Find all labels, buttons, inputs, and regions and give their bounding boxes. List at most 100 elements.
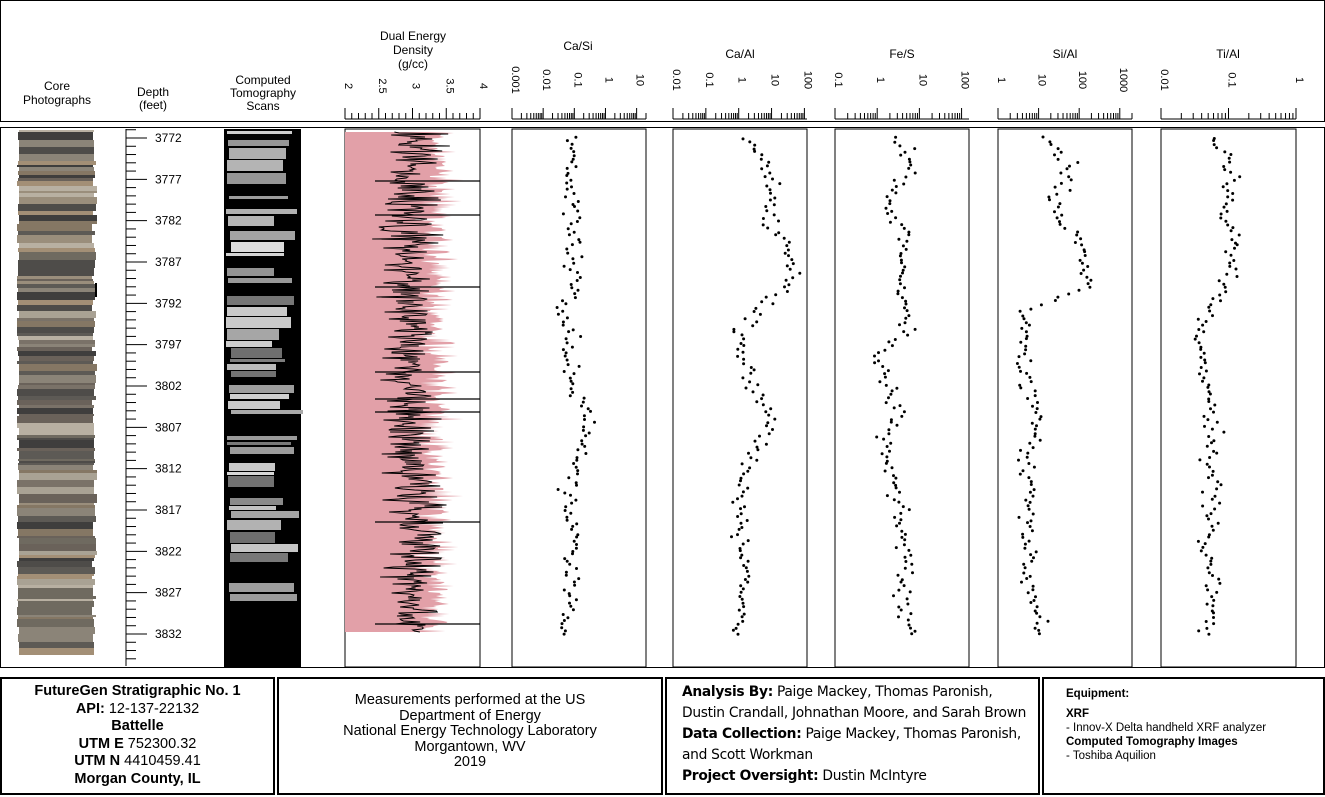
xrf-data-point bbox=[1203, 358, 1207, 362]
xrf-data-point bbox=[751, 390, 755, 394]
xrf-data-point bbox=[565, 166, 569, 170]
xrf-data-point bbox=[573, 583, 577, 587]
xrf-data-point bbox=[564, 573, 568, 577]
xrf-data-point bbox=[773, 196, 777, 200]
xrf-data-point bbox=[741, 587, 745, 591]
xrf-data-point bbox=[739, 476, 743, 480]
xrf-data-point bbox=[1211, 604, 1215, 608]
xrf-data-point bbox=[909, 626, 912, 630]
xrf-data-point bbox=[896, 573, 900, 577]
core-photo-band bbox=[19, 130, 94, 132]
xrf-data-point bbox=[1029, 519, 1033, 523]
core-photo-band bbox=[19, 440, 94, 448]
xrf-data-point bbox=[1195, 334, 1198, 338]
xrf-data-point bbox=[561, 348, 565, 352]
ct-scans-column bbox=[224, 129, 303, 667]
xrf-data-point bbox=[760, 397, 764, 401]
xrf-data-point bbox=[1234, 267, 1238, 271]
xrf-tick-label: 0.1 bbox=[832, 72, 844, 87]
core-photo-band bbox=[17, 576, 92, 579]
core-photos-column bbox=[17, 130, 97, 655]
xrf-data-point bbox=[898, 521, 901, 525]
xrf-data-point bbox=[880, 452, 884, 456]
xrf-data-point bbox=[749, 366, 753, 369]
xrf-data-point bbox=[574, 135, 578, 139]
xrf-data-point bbox=[1026, 504, 1030, 508]
xrf-data-point bbox=[574, 498, 578, 502]
xrf-data-point bbox=[1038, 438, 1042, 442]
xrf-data-point bbox=[1028, 500, 1032, 504]
xrf-data-point bbox=[1228, 264, 1232, 268]
core-photo-band bbox=[17, 508, 95, 516]
xrf-data-point bbox=[1193, 337, 1197, 341]
core-photo-band bbox=[18, 178, 93, 181]
xrf-data-point bbox=[889, 420, 893, 424]
core-photo-band bbox=[19, 243, 94, 248]
ct-slice bbox=[227, 268, 274, 276]
core-photo-band bbox=[18, 615, 96, 617]
xrf-data-point bbox=[1026, 451, 1030, 455]
ct-slice bbox=[227, 131, 292, 134]
xrf-data-point bbox=[1017, 355, 1021, 359]
xrf-data-point bbox=[1205, 444, 1209, 448]
xrf-data-point bbox=[1018, 309, 1022, 313]
xrf-data-point bbox=[1203, 542, 1207, 546]
xrf-data-point bbox=[1207, 632, 1211, 636]
core-photo-band bbox=[18, 396, 96, 400]
core-photo-band bbox=[18, 248, 95, 252]
xrf-data-point bbox=[566, 363, 570, 367]
xrf-tick-label: 0.1 bbox=[1226, 72, 1238, 87]
xrf-data-point bbox=[576, 200, 580, 203]
xrf-data-point bbox=[575, 567, 578, 570]
xrf-data-point bbox=[739, 507, 742, 511]
core-photo-band bbox=[17, 408, 93, 414]
xrf-value: - Innov-X Delta handheld XRF analyzer bbox=[1066, 722, 1267, 734]
depth-tick-label: 3817 bbox=[155, 503, 182, 517]
xrf-data-point bbox=[902, 584, 906, 588]
xrf-data-point bbox=[1210, 473, 1214, 477]
core-photo-band bbox=[17, 305, 92, 311]
xrf-data-point bbox=[899, 518, 903, 522]
xrf-data-point bbox=[571, 524, 575, 528]
xrf-data-point bbox=[908, 160, 912, 164]
xrf-data-point bbox=[1036, 401, 1039, 404]
xrf-data-point bbox=[907, 548, 911, 552]
xrf-data-point bbox=[1088, 285, 1092, 289]
xrf-data-point bbox=[878, 380, 882, 384]
xrf-data-point bbox=[1029, 480, 1033, 484]
oversight-value: Dustin McIntyre bbox=[818, 768, 927, 784]
xrf-data-point bbox=[904, 247, 908, 251]
xrf-data-point bbox=[572, 462, 576, 465]
core-photo-band bbox=[18, 601, 94, 607]
xrf-tick-label: 1 bbox=[1293, 77, 1305, 83]
xrf-data-point bbox=[1025, 334, 1029, 338]
xrf-tick-label: 100 bbox=[1076, 71, 1088, 89]
xrf-data-point bbox=[574, 598, 578, 602]
depth-tick-label: 3822 bbox=[155, 544, 182, 558]
core-photo-band bbox=[17, 607, 92, 615]
xrf-data-point bbox=[753, 439, 757, 443]
xrf-data-point bbox=[1079, 237, 1083, 241]
core-photo-band bbox=[17, 480, 94, 487]
xrf-data-point bbox=[897, 615, 900, 619]
xrf-data-point bbox=[748, 140, 752, 144]
xrf-data-point bbox=[884, 383, 888, 387]
ct-slice bbox=[230, 231, 295, 240]
xrf-track-frame bbox=[997, 128, 1133, 668]
ct-slice bbox=[230, 447, 294, 454]
xrf-data-point bbox=[1226, 223, 1230, 227]
xrf-data-point bbox=[1017, 458, 1020, 462]
xrf-data-point bbox=[759, 157, 763, 161]
xrf-data-point bbox=[895, 386, 899, 390]
xrf-data-point bbox=[556, 312, 560, 316]
xrf-data-point bbox=[1035, 407, 1039, 411]
xrf-data-point bbox=[892, 594, 895, 598]
xrf-data-point bbox=[561, 309, 565, 313]
xrf-data-point bbox=[572, 261, 576, 265]
xrf-data-point bbox=[898, 490, 901, 494]
xrf-data-point bbox=[570, 160, 574, 164]
core-photo-band bbox=[17, 318, 94, 321]
xrf-data-point bbox=[905, 309, 909, 313]
xrf-data-point bbox=[1196, 317, 1200, 321]
xrf-data-point bbox=[889, 441, 893, 445]
